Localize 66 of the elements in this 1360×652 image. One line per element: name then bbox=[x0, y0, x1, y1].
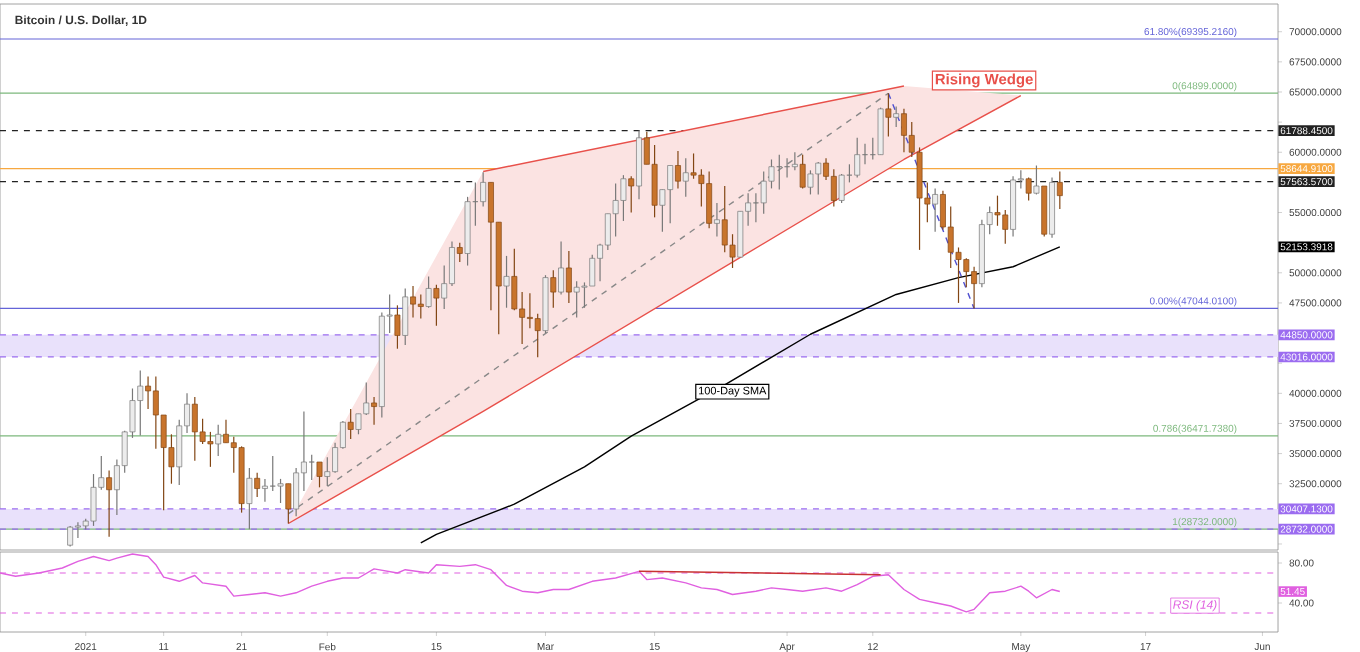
candlestick bbox=[994, 195, 1001, 227]
candlestick bbox=[223, 419, 229, 444]
line-series bbox=[420, 246, 1061, 544]
candlestick bbox=[830, 168, 837, 208]
candlestick bbox=[308, 454, 315, 481]
candlestick bbox=[293, 467, 300, 517]
candlestick bbox=[651, 144, 658, 218]
candlestick bbox=[854, 137, 861, 179]
candlestick bbox=[620, 174, 627, 222]
candlestick bbox=[682, 157, 689, 198]
candlestick bbox=[877, 107, 884, 156]
candlestick bbox=[254, 472, 261, 498]
candlestick bbox=[714, 202, 720, 238]
candlestick bbox=[721, 185, 728, 253]
candlestick bbox=[667, 164, 674, 224]
candlestick bbox=[675, 150, 681, 190]
candlestick bbox=[433, 284, 440, 327]
candlestick bbox=[901, 108, 907, 153]
candlestick bbox=[207, 431, 214, 468]
candlestick bbox=[885, 92, 892, 138]
candlestick bbox=[503, 255, 510, 309]
candlestick bbox=[526, 292, 533, 329]
candlestick bbox=[262, 478, 268, 503]
candlestick bbox=[106, 469, 113, 538]
candlestick bbox=[799, 154, 806, 190]
candlestick bbox=[612, 182, 619, 238]
candlestick bbox=[838, 173, 845, 204]
candlestick bbox=[573, 280, 580, 318]
candlestick bbox=[425, 275, 432, 309]
candlestick bbox=[488, 181, 494, 311]
candlestick bbox=[269, 455, 276, 492]
candlestick bbox=[137, 369, 144, 437]
candlestick bbox=[456, 242, 463, 263]
candlestick bbox=[893, 105, 900, 128]
candlestick bbox=[394, 304, 401, 350]
candlestick bbox=[410, 285, 416, 318]
candlestick bbox=[706, 170, 713, 229]
candlestick bbox=[277, 478, 284, 504]
candlestick bbox=[1033, 164, 1040, 196]
candlestick bbox=[90, 473, 97, 527]
candlestick bbox=[1002, 209, 1009, 245]
candlestick bbox=[690, 152, 697, 180]
candlestick bbox=[565, 250, 572, 304]
candlestick bbox=[402, 287, 409, 346]
candlestick bbox=[932, 187, 939, 233]
candlestick bbox=[807, 169, 814, 196]
candlestick bbox=[417, 293, 424, 320]
candlestick bbox=[215, 424, 222, 457]
candlestick bbox=[558, 240, 564, 296]
candlestick bbox=[316, 461, 323, 488]
candlestick bbox=[791, 151, 798, 171]
candlestick bbox=[371, 396, 377, 426]
candlestick bbox=[480, 171, 487, 208]
candlestick bbox=[285, 483, 292, 525]
candlestick bbox=[760, 170, 767, 215]
candlestick bbox=[191, 396, 198, 462]
candlestick bbox=[347, 408, 354, 440]
candlestick bbox=[75, 521, 81, 539]
candlestick bbox=[628, 175, 635, 214]
candlestick bbox=[971, 266, 978, 310]
candlestick bbox=[1056, 170, 1063, 210]
candlestick bbox=[550, 269, 557, 309]
candlestick bbox=[145, 375, 151, 410]
candlestick bbox=[246, 467, 253, 530]
candlestick bbox=[152, 375, 159, 450]
candlestick bbox=[815, 161, 822, 196]
